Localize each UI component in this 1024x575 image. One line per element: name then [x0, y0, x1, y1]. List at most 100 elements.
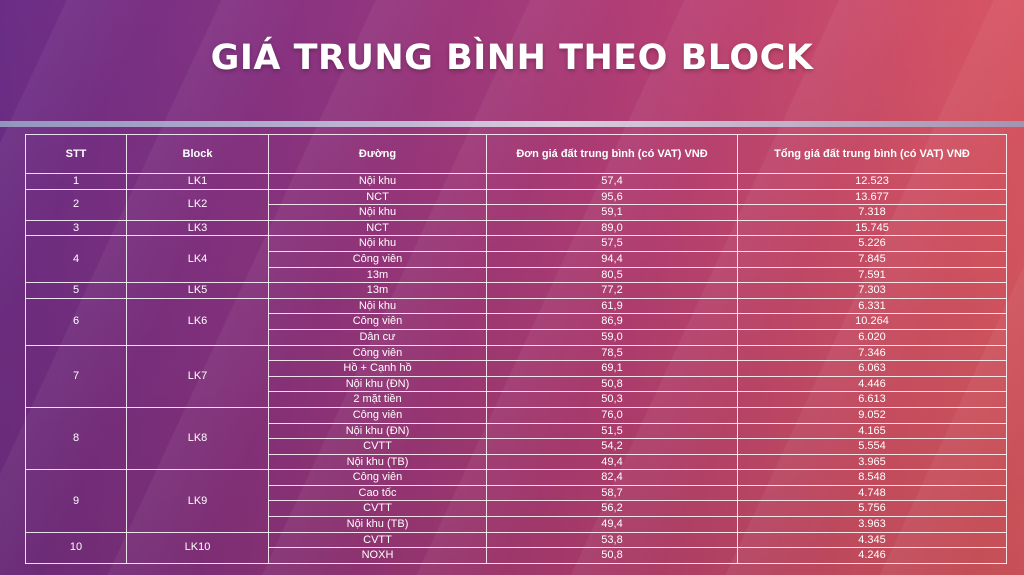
cell-total-price: 13.677	[737, 188, 1007, 206]
cell-block: LK5	[126, 282, 269, 299]
cell-stt: 1	[25, 173, 127, 190]
cell-total-price: 5.756	[737, 500, 1007, 518]
cell-block: LK9	[126, 469, 269, 533]
table-row: 2 mặt tiền 50,3 6.613	[26, 391, 1007, 408]
cell-unit-price: 58,7	[486, 484, 738, 502]
cell-road: CVTT	[268, 500, 487, 518]
cell-unit-price: 78,5	[486, 344, 738, 362]
cell-stt: 5	[25, 282, 127, 299]
cell-unit-price: 49,4	[486, 516, 738, 533]
cell-total-price: 7.303	[737, 282, 1007, 299]
cell-total-price: 5.226	[737, 235, 1007, 252]
table-row: 1 LK1 Nội khu 57,4 12.523	[25, 173, 1007, 190]
cell-road: Hồ + Cạnh hồ	[268, 360, 487, 377]
cell-road: 13m	[268, 282, 487, 299]
table-row: Nội khu (TB) 49,4 3.963	[26, 516, 1007, 533]
cell-road: Công viên	[268, 469, 487, 486]
cell-unit-price: 49,4	[486, 453, 738, 471]
cell-block: LK1	[126, 173, 269, 190]
table-row: Nội khu 59,1 7.318	[26, 204, 1007, 221]
cell-road: Nội khu	[268, 204, 487, 221]
table-body: 1 LK1 Nội khu 57,4 12.523 2 LK2 NCT 95,6 13.677 Nộ…	[25, 173, 1007, 564]
cell-total-price: 4.246	[737, 547, 1007, 564]
cell-block: LK4	[126, 235, 269, 284]
cell-stt: 7	[25, 344, 127, 408]
header-total-price: Tổng giá đất trung bình (có VAT) VNĐ	[737, 134, 1007, 174]
cell-total-price: 10.264	[737, 313, 1007, 330]
table-row: 4 LK4 Nội khu 57,5 5.226	[25, 235, 1007, 284]
table-row: Dân cư 59,0 6.020	[26, 328, 1007, 346]
cell-block: LK8	[126, 406, 269, 471]
title-divider	[0, 121, 1024, 127]
cell-unit-price: 59,0	[486, 328, 738, 346]
cell-unit-price: 86,9	[486, 313, 738, 330]
table-header-row: STT Block Đường Đơn giá đất trung bình (…	[25, 134, 1007, 174]
cell-road: NCT	[268, 219, 487, 237]
cell-unit-price: 57,4	[486, 173, 738, 190]
price-table-container: STT Block Đường Đơn giá đất trung bình (…	[25, 134, 1007, 564]
table-row: 9 LK9 Công viên 82,4 8.548	[25, 469, 1007, 533]
cell-road: Dân cư	[268, 328, 487, 346]
header-stt: STT	[25, 134, 127, 174]
cell-block: LK3	[126, 219, 269, 237]
cell-road: 2 mặt tiền	[268, 391, 487, 408]
cell-unit-price: 53,8	[486, 531, 738, 549]
cell-road: Nội khu	[268, 235, 487, 252]
cell-total-price: 6.020	[737, 328, 1007, 346]
cell-unit-price: 57,5	[486, 235, 738, 252]
table-row: CVTT 54,2 5.554	[26, 438, 1007, 455]
table-row: 5 LK5 13m 77,2 7.303	[25, 282, 1007, 299]
cell-stt: 9	[25, 469, 127, 533]
cell-unit-price: 80,5	[486, 266, 738, 284]
cell-unit-price: 89,0	[486, 219, 738, 237]
cell-unit-price: 50,3	[486, 391, 738, 408]
table-row: Cao tốc 58,7 4.748	[26, 484, 1007, 502]
cell-total-price: 7.318	[737, 204, 1007, 221]
cell-stt: 3	[25, 219, 127, 237]
cell-stt: 10	[25, 531, 127, 564]
page-title: GIÁ TRUNG BÌNH THEO BLOCK	[210, 38, 814, 78]
table-row: 6 LK6 Nội khu 61,9 6.331	[25, 297, 1007, 346]
cell-stt: 8	[25, 406, 127, 471]
cell-road: NCT	[268, 188, 487, 206]
cell-total-price: 6.613	[737, 391, 1007, 408]
cell-road: CVTT	[268, 531, 487, 549]
cell-stt: 6	[25, 297, 127, 346]
cell-unit-price: 94,4	[486, 250, 738, 268]
cell-total-price: 9.052	[737, 406, 1007, 424]
cell-stt: 2	[25, 188, 127, 221]
cell-road: Nội khu (ĐN)	[268, 422, 487, 440]
cell-road: Nội khu (TB)	[268, 453, 487, 471]
cell-stt: 4	[25, 235, 127, 284]
cell-unit-price: 69,1	[486, 360, 738, 377]
cell-unit-price: 95,6	[486, 188, 738, 206]
cell-total-price: 4.165	[737, 422, 1007, 440]
cell-total-price: 7.346	[737, 344, 1007, 362]
cell-total-price: 15.745	[737, 219, 1007, 237]
cell-total-price: 3.963	[737, 516, 1007, 533]
cell-total-price: 4.748	[737, 484, 1007, 502]
cell-unit-price: 51,5	[486, 422, 738, 440]
table-row: 7 LK7 Công viên 78,5 7.346	[25, 344, 1007, 408]
cell-unit-price: 56,2	[486, 500, 738, 518]
cell-total-price: 7.591	[737, 266, 1007, 284]
cell-road: Cao tốc	[268, 484, 487, 502]
cell-unit-price: 77,2	[486, 282, 738, 299]
cell-block: LK10	[126, 531, 269, 564]
table-row: 10 LK10 CVTT 53,8 4.345	[25, 531, 1007, 564]
cell-total-price: 3.965	[737, 453, 1007, 471]
cell-unit-price: 59,1	[486, 204, 738, 221]
price-table: STT Block Đường Đơn giá đất trung bình (…	[25, 134, 1007, 564]
table-row: 3 LK3 NCT 89,0 15.745	[25, 219, 1007, 237]
table-row: NOXH 50,8 4.246	[26, 547, 1007, 564]
cell-road: 13m	[268, 266, 487, 284]
cell-block: LK2	[126, 188, 269, 221]
header-road: Đường	[268, 134, 487, 174]
cell-total-price: 5.554	[737, 438, 1007, 455]
cell-unit-price: 54,2	[486, 438, 738, 455]
table-row: Nội khu (ĐN) 50,8 4.446	[26, 375, 1007, 393]
table-row: 2 LK2 NCT 95,6 13.677	[25, 188, 1007, 221]
cell-road: CVTT	[268, 438, 487, 455]
table-row: 8 LK8 Công viên 76,0 9.052	[25, 406, 1007, 471]
cell-total-price: 6.063	[737, 360, 1007, 377]
